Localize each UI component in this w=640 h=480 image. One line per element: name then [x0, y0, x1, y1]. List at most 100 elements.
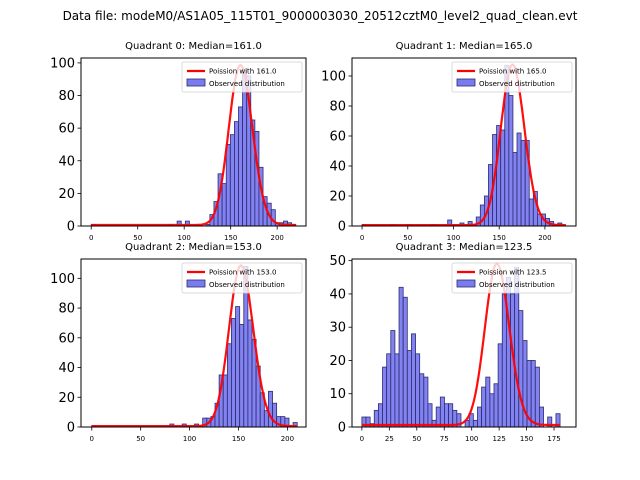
histogram-bar [382, 366, 388, 428]
histogram-bar [235, 306, 241, 428]
axes-frame [80, 258, 307, 428]
legend-bar-swatch [456, 78, 476, 87]
ytick-label: 20 [58, 187, 75, 202]
histogram-bar [493, 383, 499, 428]
histogram-bar [477, 406, 483, 428]
xtick-label: 0 [360, 435, 364, 443]
legend-label-observed: Observed distribution [479, 281, 555, 289]
histogram-bar [242, 69, 248, 227]
xtick-label: 200 [538, 234, 551, 242]
histogram-bar [528, 198, 534, 227]
xtick-label: 50 [133, 234, 142, 242]
histogram-bar [423, 376, 429, 428]
histogram-bar [415, 353, 421, 428]
ytick-label: 20 [329, 190, 346, 205]
histogram-bar [530, 360, 536, 428]
histogram-bars [361, 266, 561, 428]
histogram-bar [472, 419, 478, 428]
xtick-label: 50 [412, 435, 421, 443]
poisson-curve [362, 63, 566, 227]
ytick-label: 0 [338, 220, 346, 235]
legend-label-observed: Observed distribution [209, 281, 285, 289]
histogram-bar [231, 318, 236, 428]
xtick-label: 0 [360, 234, 364, 242]
legend-label-observed: Observed distribution [479, 80, 555, 88]
xtick-label: 25 [385, 435, 394, 443]
ytick-label: 40 [329, 287, 346, 302]
subplot-quadrant-0: Quadrant 0: Median=161.0 0 20 40 60 80 100 0 50 1… [50, 41, 307, 242]
xtick-label: 75 [440, 435, 449, 443]
ytick-label: 80 [58, 89, 75, 104]
xtick-label: 200 [270, 234, 283, 242]
histogram-bar [505, 276, 511, 428]
histogram-bar [419, 373, 425, 428]
histogram-bar [226, 343, 232, 428]
legend-label-poisson: Poission with 165.0 [479, 68, 547, 76]
ytick-label: 20 [58, 391, 75, 406]
histogram-bar [516, 132, 522, 227]
legend-box [451, 262, 573, 294]
xtick-label: 200 [281, 435, 294, 443]
legend-label-poisson: Poission with 123.5 [479, 269, 547, 277]
histogram-bar [500, 129, 506, 227]
histogram-bar [402, 296, 408, 428]
xtick-label: 175 [547, 435, 560, 443]
ytick-label: 100 [50, 272, 75, 287]
xtick-label: 100 [447, 234, 460, 242]
ytick-label: 60 [329, 130, 346, 145]
histogram-bar [520, 140, 526, 227]
histogram-bar [225, 144, 231, 227]
histogram-bar [229, 134, 235, 227]
legend-box [181, 262, 303, 294]
subplot-title: Quadrant 3: Median=123.5 [396, 242, 533, 253]
xtick-label: 50 [136, 435, 145, 443]
xtick-label: 100 [183, 435, 196, 443]
ytick-label: 0 [338, 421, 346, 436]
xtick-label: 150 [520, 435, 533, 443]
legend-label-poisson: Poission with 153.0 [209, 269, 277, 277]
histogram-bar [398, 286, 404, 428]
xtick-label: 125 [492, 435, 505, 443]
axes-frame [351, 57, 577, 227]
xtick-label: 50 [403, 234, 412, 242]
histogram-bar [239, 324, 245, 428]
histogram-bar [222, 374, 228, 428]
ytick-label: 100 [321, 70, 346, 85]
poisson-curve [91, 64, 296, 227]
ytick-label: 100 [50, 56, 75, 71]
legend-bar-swatch [186, 279, 206, 288]
histogram-bar [386, 353, 392, 428]
axes-frame [351, 258, 577, 428]
legend-box [451, 61, 573, 93]
ytick-label: 30 [329, 321, 346, 336]
histogram-bar [390, 330, 396, 428]
ytick-label: 40 [58, 361, 75, 376]
histogram-bar [221, 183, 227, 227]
histogram-bar [394, 353, 400, 428]
histogram-bar [485, 376, 491, 428]
histogram-bar [247, 319, 253, 428]
histogram-bar [234, 121, 239, 227]
xtick-label: 150 [232, 435, 245, 443]
xtick-label: 0 [89, 234, 93, 242]
legend-label-observed: Observed distribution [209, 80, 285, 88]
ytick-label: 40 [58, 154, 75, 169]
histogram-bar [481, 386, 487, 428]
ytick-label: 0 [67, 421, 75, 436]
ytick-label: 40 [329, 160, 346, 175]
ytick-label: 60 [58, 122, 75, 137]
histogram-bar [512, 152, 518, 227]
legend: Poission with 161.0 Observed distribution [181, 61, 303, 93]
histogram-bar [268, 390, 273, 428]
xtick-label: 150 [224, 234, 237, 242]
figure-suptitle: Data file: modeM0/AS1A05_115T01_90000030… [63, 9, 578, 23]
subplot-title: Quadrant 0: Median=161.0 [125, 41, 262, 52]
histogram-bar [497, 343, 503, 428]
histogram-bar [427, 403, 433, 428]
legend-bar-swatch [186, 78, 206, 87]
xtick-label: 100 [178, 234, 191, 242]
poisson-curve [361, 262, 560, 427]
histogram-bar [444, 403, 449, 428]
ytick-label: 60 [58, 331, 75, 346]
